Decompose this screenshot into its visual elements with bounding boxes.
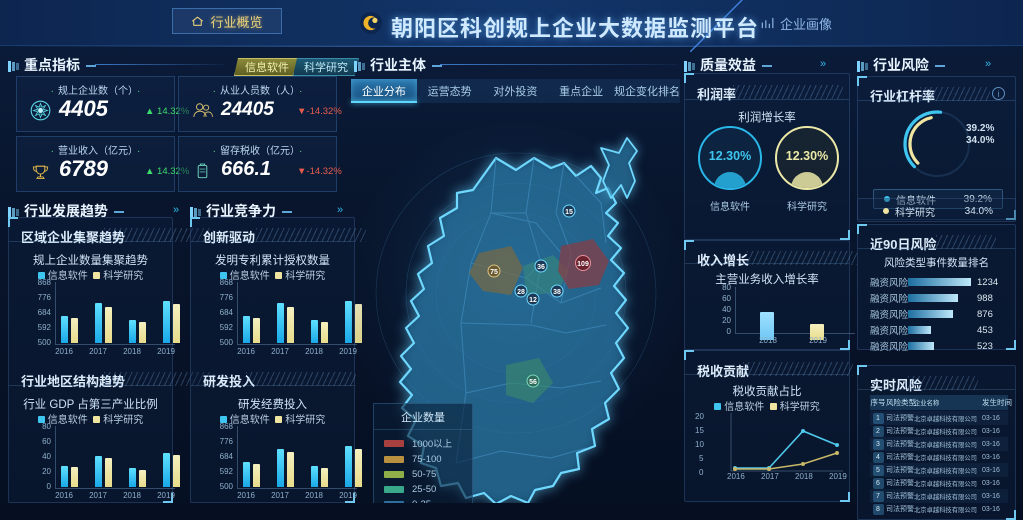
- svg-text:36: 36: [537, 264, 545, 271]
- svg-text:28: 28: [517, 289, 525, 296]
- svg-text:15: 15: [565, 209, 573, 216]
- svg-text:38: 38: [553, 289, 561, 296]
- svg-text:75: 75: [490, 269, 498, 276]
- svg-text:109: 109: [577, 261, 589, 268]
- svg-text:12: 12: [529, 297, 537, 304]
- svg-text:56: 56: [529, 379, 537, 386]
